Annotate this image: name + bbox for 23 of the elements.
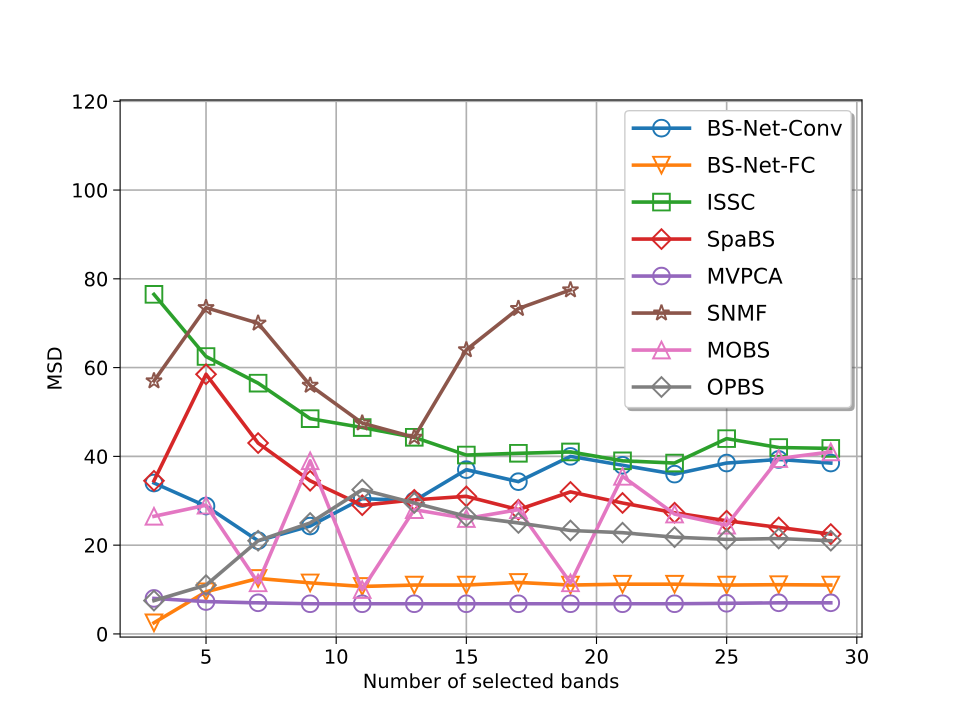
y-tick-label: 0 [97, 626, 108, 642]
x-tick-label: 5 [201, 649, 211, 664]
legend-label: ISSC [708, 194, 754, 210]
legend-label: SNMF [708, 304, 766, 321]
x-tick-label: 15 [456, 649, 478, 664]
y-tick-label: 60 [84, 360, 108, 376]
legend-label: MOBS [708, 342, 770, 358]
y-tick-label: 80 [84, 272, 108, 286]
x-tick-label: 30 [846, 649, 868, 664]
legend-label: OPBS [708, 378, 764, 395]
x-tick-label: 25 [716, 649, 738, 664]
legend-label: BS-Net-FC [708, 156, 814, 173]
y-tick-label: 40 [84, 449, 108, 464]
x-tick-label: 20 [586, 649, 608, 664]
x-axis-title: Number of selected bands [364, 673, 618, 688]
y-axis-title: MSD [47, 348, 62, 389]
legend-label: MVPCA [708, 268, 783, 284]
x-tick-label: 10 [326, 649, 348, 664]
y-tick-label: 20 [85, 538, 108, 553]
legend-label: SpaBS [708, 230, 774, 252]
y-tick-label: 100 [73, 183, 108, 198]
legend-label: BS-Net-Conv [708, 120, 842, 136]
y-tick-label: 120 [73, 94, 108, 109]
